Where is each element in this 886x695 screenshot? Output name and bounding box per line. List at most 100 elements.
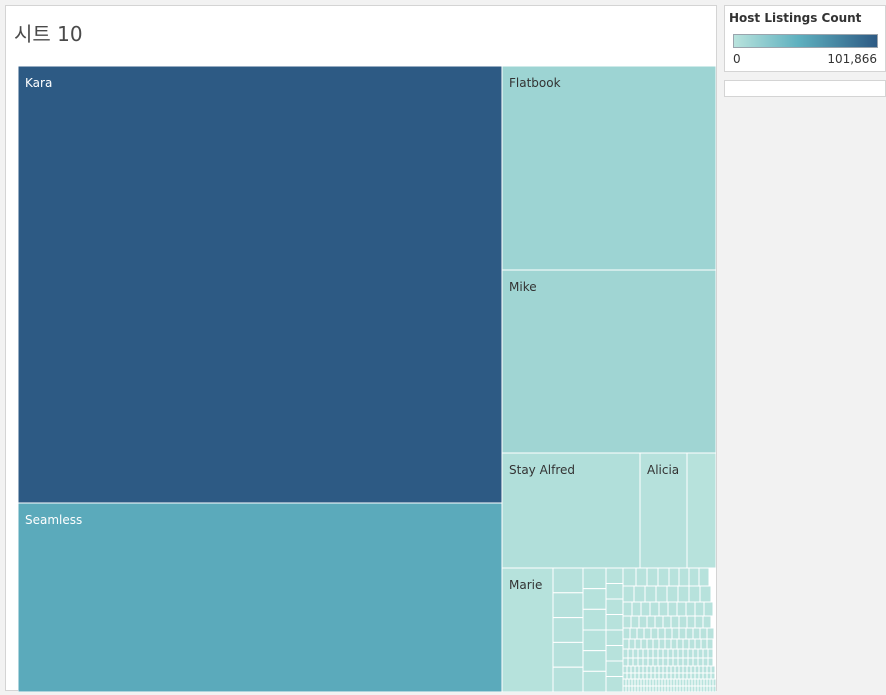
- treemap-cell-small[interactable]: [694, 672, 700, 680]
- treemap-cell-small[interactable]: [706, 665, 712, 674]
- treemap-cell-small[interactable]: [622, 567, 637, 587]
- treemap-cell-small[interactable]: [694, 615, 704, 629]
- treemap-cell-small[interactable]: [647, 657, 654, 667]
- treemap-cell-small[interactable]: [632, 657, 639, 667]
- treemap-cell-small[interactable]: [622, 601, 633, 617]
- treemap-cell-small[interactable]: [671, 627, 680, 640]
- treemap-cell-small[interactable]: [692, 657, 699, 667]
- treemap-cell-small[interactable]: [692, 648, 699, 659]
- treemap-cell-small[interactable]: [647, 648, 654, 659]
- treemap-cell-small[interactable]: [652, 638, 660, 650]
- treemap-cell-small[interactable]: [686, 672, 692, 680]
- treemap-cell-marie[interactable]: [501, 567, 554, 692]
- treemap-cell-kara[interactable]: [18, 66, 503, 504]
- treemap-cell-small[interactable]: [582, 588, 607, 610]
- treemap-cell-small[interactable]: [678, 665, 684, 674]
- treemap-cell-small[interactable]: [646, 615, 656, 629]
- treemap-cell-small[interactable]: [676, 601, 687, 617]
- treemap-cell-small[interactable]: [678, 615, 688, 629]
- treemap-cell-small[interactable]: [678, 567, 690, 587]
- treemap-cell-small[interactable]: [635, 567, 648, 587]
- treemap-cell-small[interactable]: [552, 592, 584, 619]
- treemap-cell-small[interactable]: [605, 567, 624, 584]
- treemap-cell-small[interactable]: [643, 627, 652, 640]
- treemap-cell-small[interactable]: [628, 638, 636, 650]
- treemap-cell-small[interactable]: [627, 648, 634, 659]
- treemap-cell-small[interactable]: [552, 641, 584, 668]
- treemap-cell-small[interactable]: [702, 648, 709, 659]
- treemap-cell-small[interactable]: [702, 657, 709, 667]
- treemap-cell-small[interactable]: [582, 670, 607, 692]
- treemap-cell-small[interactable]: [707, 657, 714, 667]
- treemap-cell-small[interactable]: [677, 648, 684, 659]
- treemap-cell-small[interactable]: [654, 615, 664, 629]
- treemap-cell-small[interactable]: [642, 672, 648, 680]
- treemap-cell-small[interactable]: [672, 657, 679, 667]
- treemap-cell-small[interactable]: [694, 638, 702, 650]
- treemap-cell-small[interactable]: [657, 567, 670, 587]
- treemap-cell-small[interactable]: [670, 615, 680, 629]
- treemap-cell-small[interactable]: [644, 585, 657, 603]
- treemap-cell-small[interactable]: [692, 627, 701, 640]
- treemap-cell-small[interactable]: [678, 672, 684, 680]
- treemap-cell-small[interactable]: [687, 648, 694, 659]
- treemap-cell-small[interactable]: [700, 638, 708, 650]
- treemap-chart[interactable]: Kara Seamless Flatbook Mike Stay Alfred Alici…: [18, 66, 716, 692]
- treemap-cell-small[interactable]: [682, 672, 688, 680]
- treemap-cell-small[interactable]: [666, 585, 679, 603]
- treemap-cell-small[interactable]: [697, 657, 704, 667]
- treemap-cell-small[interactable]: [674, 672, 680, 680]
- treemap-cell-mike[interactable]: [501, 269, 716, 454]
- treemap-cell-small[interactable]: [710, 672, 716, 680]
- treemap-cell-small[interactable]: [674, 665, 680, 674]
- treemap-cell-small[interactable]: [706, 672, 712, 680]
- treemap-cell-small[interactable]: [630, 665, 636, 674]
- treemap-cell-small[interactable]: [697, 648, 704, 659]
- treemap-cell-small[interactable]: [687, 657, 694, 667]
- treemap-cell-small[interactable]: [650, 665, 656, 674]
- treemap-cell-small[interactable]: [634, 665, 640, 674]
- treemap-cell-small[interactable]: [622, 585, 635, 603]
- treemap-cell-small[interactable]: [605, 614, 624, 631]
- treemap-cell-small[interactable]: [652, 657, 659, 667]
- treemap-cell-small[interactable]: [626, 665, 632, 674]
- treemap-cell-small[interactable]: [667, 601, 678, 617]
- treemap-cell-stay-alfred[interactable]: [501, 452, 641, 569]
- treemap-cell-small[interactable]: [698, 567, 710, 587]
- treemap-cell-small[interactable]: [698, 665, 704, 674]
- color-legend[interactable]: Host Listings Count 0 101,866: [724, 5, 886, 72]
- treemap-cell-small[interactable]: [682, 665, 688, 674]
- treemap-cell-small[interactable]: [686, 615, 696, 629]
- treemap-cell-small[interactable]: [694, 601, 705, 617]
- treemap-cell-small[interactable]: [678, 627, 687, 640]
- treemap-cell-small[interactable]: [640, 638, 648, 650]
- treemap-cell-small[interactable]: [654, 665, 660, 674]
- treemap-cell-small[interactable]: [622, 615, 632, 629]
- treemap-cell-small[interactable]: [655, 585, 668, 603]
- treemap-cell-small[interactable]: [630, 615, 640, 629]
- treemap-cell-small[interactable]: [699, 627, 708, 640]
- treemap-cell-small[interactable]: [652, 648, 659, 659]
- treemap-cell-small[interactable]: [676, 638, 684, 650]
- treemap-cell-small[interactable]: [605, 676, 624, 693]
- treemap-cell-flatbook[interactable]: [501, 66, 716, 271]
- treemap-cell-small[interactable]: [642, 665, 648, 674]
- treemap-cell-small[interactable]: [646, 665, 652, 674]
- treemap-cell-small[interactable]: [654, 672, 660, 680]
- treemap-cell-small[interactable]: [626, 672, 632, 680]
- treemap-cell-small[interactable]: [664, 638, 672, 650]
- treemap-cell-small[interactable]: [605, 583, 624, 600]
- treemap-cell-small[interactable]: [667, 648, 674, 659]
- treemap-cell-small[interactable]: [670, 672, 676, 680]
- treemap-cell-small[interactable]: [694, 665, 700, 674]
- treemap-cell-alicia[interactable]: [639, 452, 688, 569]
- treemap-cell-small[interactable]: [682, 657, 689, 667]
- treemap-cell-small[interactable]: [605, 629, 624, 646]
- treemap-cell-small[interactable]: [622, 638, 630, 650]
- treemap-cell-small[interactable]: [658, 638, 666, 650]
- treemap-cell-small[interactable]: [670, 665, 676, 674]
- treemap-cell-small[interactable]: [688, 567, 700, 587]
- treemap-cell-small[interactable]: [650, 627, 659, 640]
- treemap-cell-small[interactable]: [688, 638, 696, 650]
- treemap-cell-small[interactable]: [605, 645, 624, 662]
